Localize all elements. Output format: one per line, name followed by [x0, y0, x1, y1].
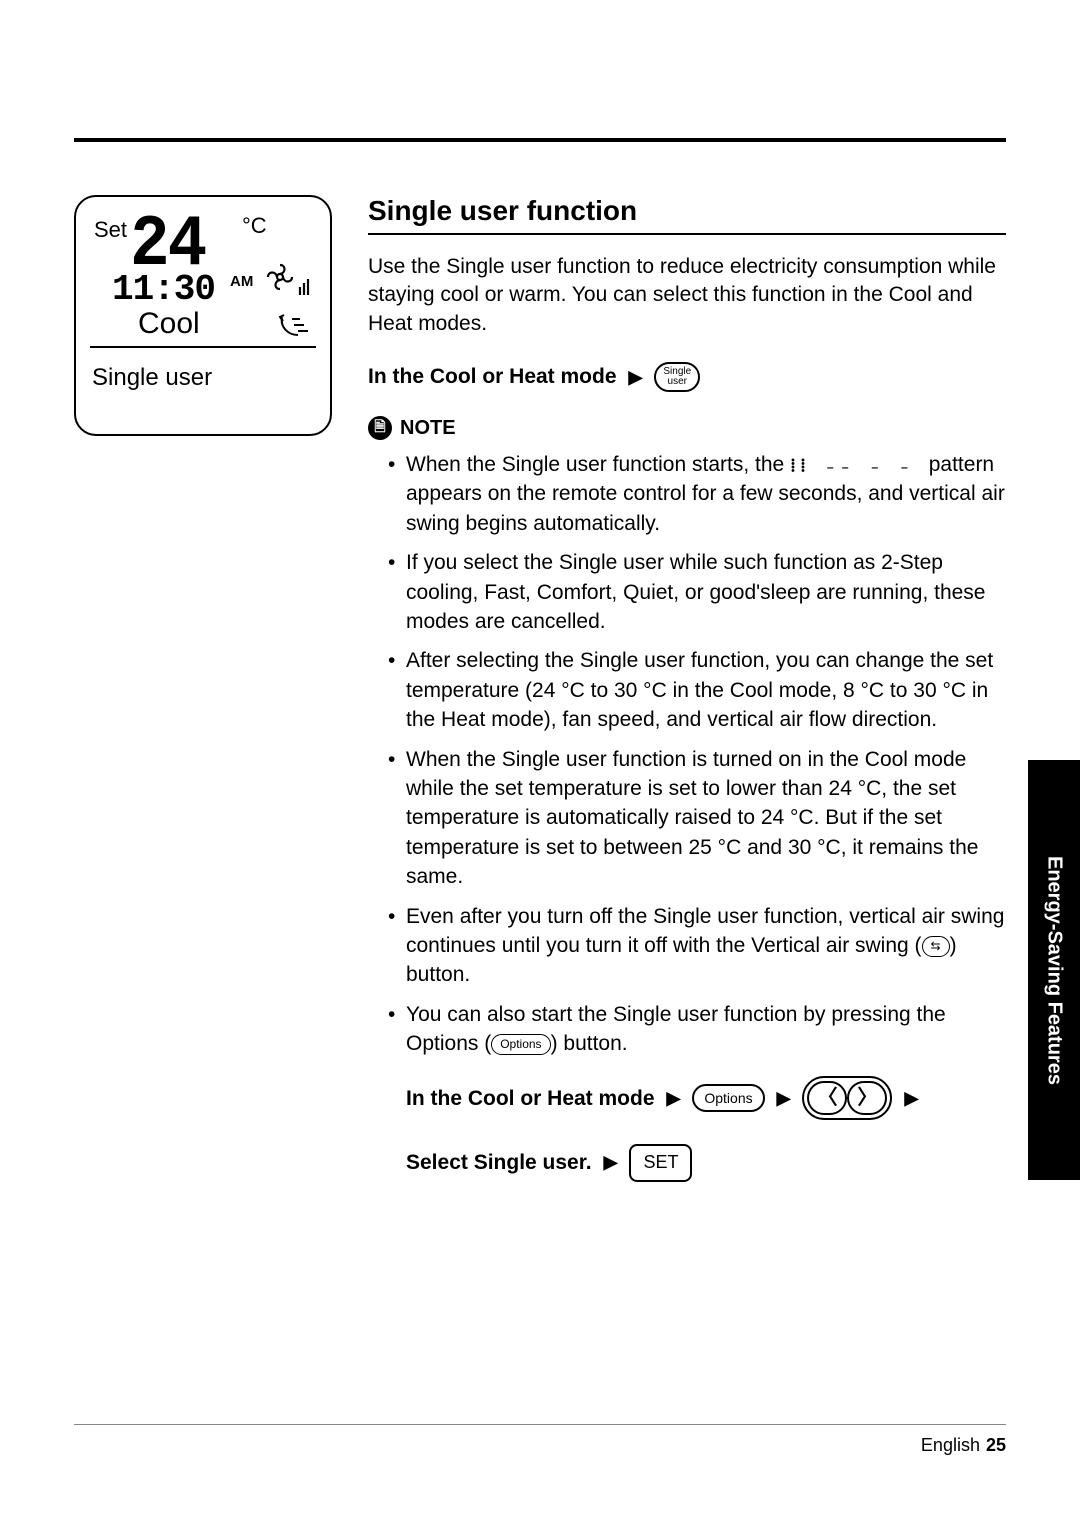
list-item: If you select the Single user while such…	[388, 548, 1006, 636]
step2-line2: Select Single user.	[406, 1148, 592, 1177]
main-column: Single user function Use the Single user…	[368, 195, 1006, 1206]
note-text: After selecting the Single user function…	[406, 649, 993, 731]
remote-screen: Set 24 °C 11:30 AM	[92, 211, 314, 346]
note-text: When the Single user function is turned …	[406, 748, 978, 889]
footer-lang: English	[921, 1435, 980, 1456]
mode-label: Cool	[138, 307, 200, 341]
right-arrow-icon[interactable]: 〉	[847, 1081, 887, 1115]
time-value: 11:30	[112, 269, 215, 310]
list-item: After selecting the Single user function…	[388, 646, 1006, 734]
single-user-button[interactable]: Single user	[654, 362, 700, 392]
options-button[interactable]: Options	[692, 1084, 764, 1112]
remote-divider	[90, 346, 316, 348]
section-intro: Use the Single user function to reduce e…	[368, 253, 1006, 338]
note-text: You can also start the Single user funct…	[406, 1003, 946, 1055]
arrow-icon: ▶	[777, 1086, 791, 1111]
section-rule	[368, 233, 1006, 235]
remote-frame: Set 24 °C 11:30 AM	[74, 195, 332, 436]
arrow-icon: ▶	[667, 1086, 681, 1111]
note-text: Even after you turn off the Single user …	[406, 905, 1004, 957]
left-arrow-icon[interactable]: 〈	[807, 1081, 847, 1115]
dash-pattern: ⁞⁞ ₋₋ ₋ ₋	[790, 455, 929, 476]
step2-line1: In the Cool or Heat mode	[406, 1084, 655, 1113]
swing-button-icon: ⇆	[922, 936, 950, 957]
list-item: Even after you turn off the Single user …	[388, 902, 1006, 990]
note-text: ) button.	[551, 1032, 628, 1055]
arrow-icon: ▶	[604, 1150, 618, 1175]
time-ampm: AM	[230, 273, 253, 290]
page-footer: English 25	[74, 1424, 1006, 1456]
pill-bottom: user	[668, 377, 687, 387]
footer-page: 25	[986, 1435, 1006, 1456]
fan-icon	[264, 261, 310, 302]
note-label: NOTE	[400, 417, 456, 440]
remote-function-label: Single user	[92, 364, 314, 392]
section-title: Single user function	[368, 195, 1006, 227]
notes-list: When the Single user function starts, th…	[368, 450, 1006, 1182]
side-tab-label: Energy-Saving Features	[1043, 856, 1066, 1085]
step-row: In the Cool or Heat mode ▶ Single user	[368, 362, 1006, 392]
note-heading: 🗎 NOTE	[368, 416, 1006, 440]
list-item: You can also start the Single user funct…	[388, 1000, 1006, 1182]
set-label: Set	[94, 217, 127, 243]
remote-display: Set 24 °C 11:30 AM	[74, 195, 332, 1206]
note-text: If you select the Single user while such…	[406, 551, 986, 633]
step-text: In the Cool or Heat mode	[368, 365, 617, 389]
note-text: When the Single user function starts, th…	[406, 453, 790, 476]
list-item: When the Single user function starts, th…	[388, 450, 1006, 538]
page-content: Set 24 °C 11:30 AM	[74, 195, 1006, 1206]
list-item: When the Single user function is turned …	[388, 745, 1006, 892]
swing-icon	[278, 313, 310, 344]
step-row-2: In the Cool or Heat mode ▶ Options ▶ 〈 〉…	[406, 1076, 1006, 1120]
header-rule	[74, 138, 1006, 142]
set-button[interactable]: SET	[629, 1144, 692, 1181]
arrow-icon: ▶	[904, 1086, 918, 1111]
temperature-unit: °C	[242, 213, 267, 239]
left-right-button[interactable]: 〈 〉	[802, 1076, 892, 1120]
arrow-icon: ▶	[629, 367, 643, 388]
side-tab: Energy-Saving Features	[1028, 760, 1080, 1180]
options-button-icon: Options	[491, 1034, 550, 1055]
note-icon: 🗎	[368, 416, 392, 440]
step-row-3: Select Single user. ▶ SET	[406, 1144, 1006, 1181]
